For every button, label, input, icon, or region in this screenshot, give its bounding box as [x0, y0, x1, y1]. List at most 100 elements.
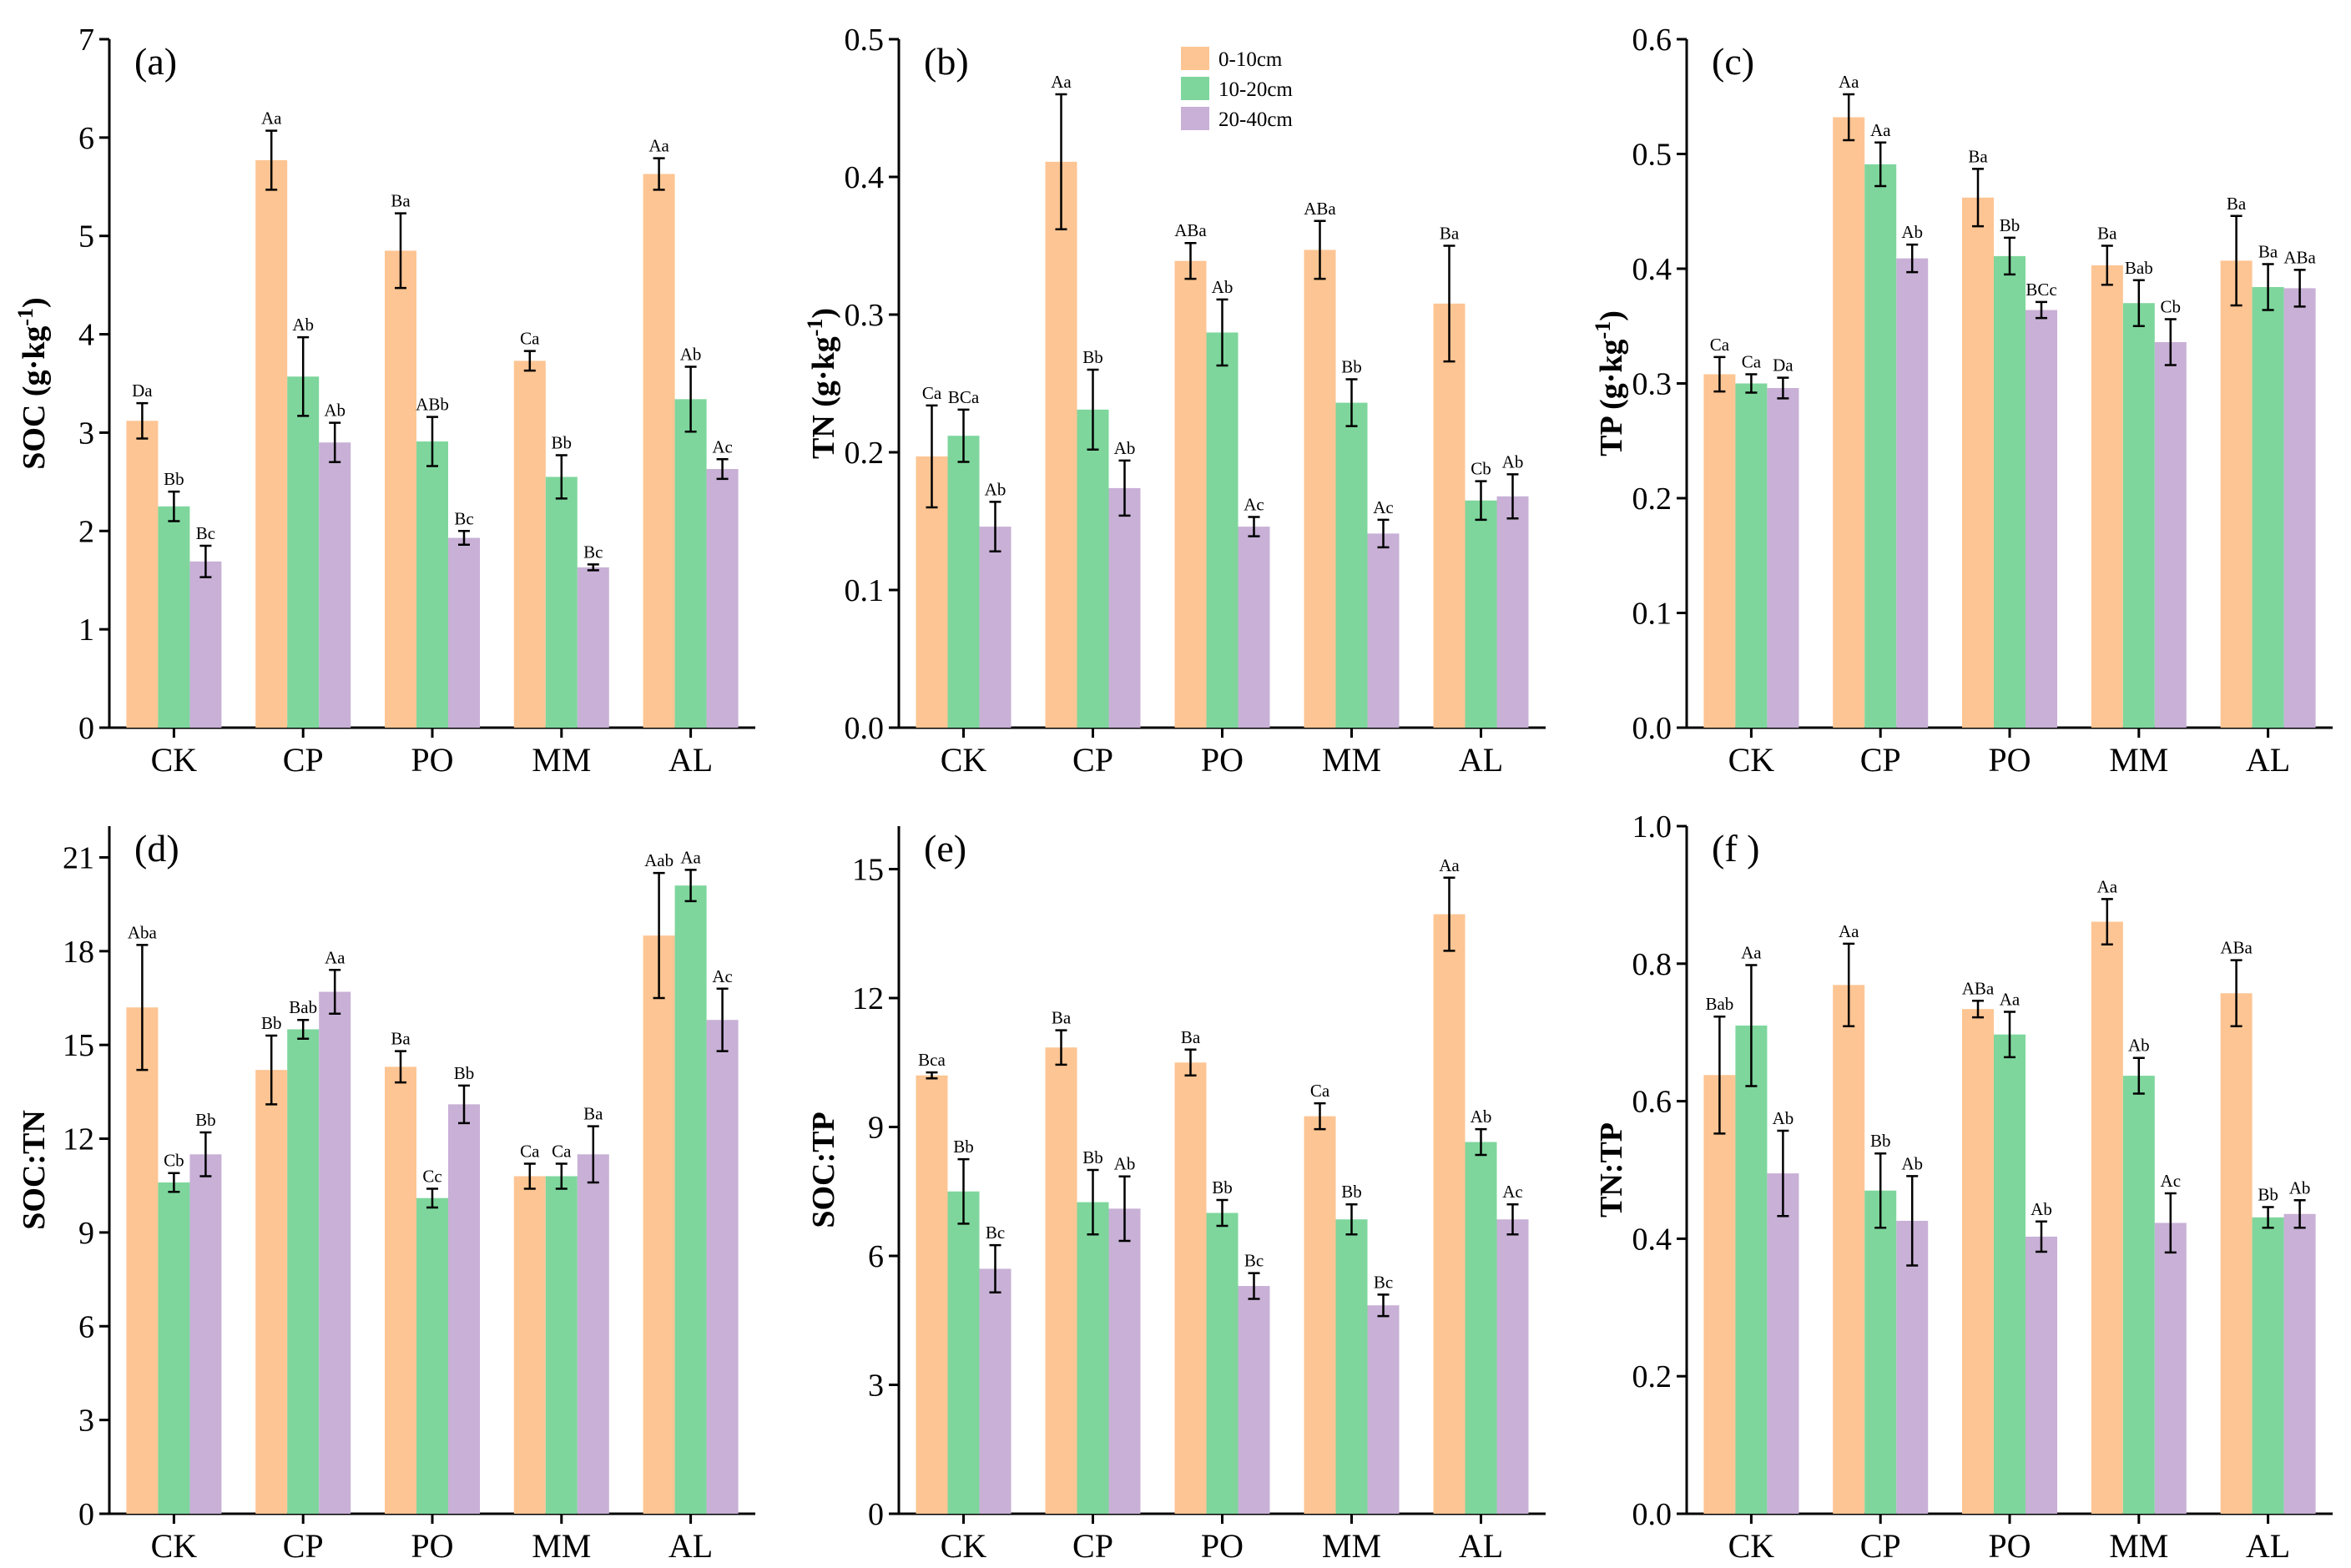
error-bar [1443, 245, 1456, 363]
bar-20-40cm-po [1238, 527, 1270, 728]
error-bar [1906, 243, 1919, 274]
bar-10-20cm-al [2252, 1217, 2284, 1514]
bar-20-40cm-ck [189, 1154, 222, 1514]
bar-20-40cm-mm [577, 567, 609, 728]
bar-0-10cm-mm [2091, 921, 2123, 1514]
bar-10-20cm-mm [545, 1176, 578, 1514]
significance-label: Bb [164, 469, 184, 489]
significance-label: Ab [1114, 1154, 1136, 1174]
x-category-label: AL [2246, 1527, 2290, 1565]
y-tick-label: 0.1 [845, 573, 885, 608]
y-tick-label: 0 [78, 711, 94, 746]
bar-10-20cm-ck [1735, 1025, 1768, 1514]
error-bar [1248, 516, 1260, 537]
bar-10-20cm-al [674, 399, 707, 728]
error-bar [329, 421, 341, 464]
significance-label: ABa [1304, 199, 1336, 219]
bar-20-40cm-mm [2154, 1223, 2187, 1514]
error-bar [136, 944, 149, 1071]
legend-label: 20-40cm [1218, 108, 1293, 131]
y-tick-label: 1.0 [1632, 809, 1672, 845]
significance-label: Aa [1051, 72, 1072, 92]
significance-label: Bb [1870, 1131, 1891, 1151]
error-bar [1087, 1168, 1099, 1236]
error-bar [1506, 1202, 1519, 1236]
error-bar [329, 969, 341, 1015]
y-axis-title: TN (g·kg-1) [803, 308, 841, 459]
error-bar [2293, 1199, 2306, 1229]
y-axis-title: TN:TP [1594, 1122, 1629, 1218]
bar-0-10cm-al [1433, 303, 1466, 728]
error-bar [926, 1071, 938, 1080]
bar-20-40cm-al [1496, 1219, 1529, 1514]
significance-label: ABa [2220, 938, 2253, 958]
x-category-label: CP [1860, 1527, 1901, 1565]
significance-label: Ab [2031, 1199, 2052, 1219]
error-bar [523, 1162, 536, 1190]
error-bar [1314, 219, 1326, 280]
bar-0-10cm-al [1433, 914, 1466, 1514]
error-bar [1184, 1048, 1197, 1076]
bar-0-10cm-ck [126, 421, 159, 728]
y-tick-label: 0.4 [845, 160, 885, 195]
error-bar [2101, 898, 2113, 945]
x-category-label: MM [532, 1527, 591, 1565]
y-tick-label: 18 [63, 935, 94, 970]
significance-label: Ba [1181, 1027, 1201, 1047]
significance-label: Ab [1471, 1107, 1492, 1127]
significance-label: ABb [416, 395, 449, 415]
bar-0-10cm-al [2220, 260, 2253, 728]
significance-label: Aa [2000, 989, 2021, 1009]
significance-label: Ba [391, 1029, 411, 1049]
bar-20-40cm-mm [577, 1154, 609, 1514]
y-tick-label: 0.1 [1632, 597, 1672, 632]
error-bar [555, 1162, 568, 1190]
y-tick-label: 0.6 [1632, 1085, 1672, 1120]
error-bar [684, 869, 697, 903]
error-bar [1345, 1202, 1358, 1236]
bar-0-10cm-ck [1703, 374, 1736, 728]
x-category-label: AL [668, 1527, 713, 1565]
x-category-label: PO [1988, 741, 2031, 779]
significance-label: Bc [454, 508, 473, 528]
significance-label: Ab [1773, 1108, 1794, 1128]
significance-label: BCa [948, 387, 980, 407]
error-bar [2132, 279, 2145, 327]
y-tick-label: 0.0 [1632, 1497, 1672, 1532]
bar-20-40cm-po [448, 1104, 480, 1514]
significance-label: Ab [2289, 1177, 2311, 1197]
significance-label: Ac [2161, 1171, 2182, 1191]
significance-label: Ca [922, 383, 942, 403]
error-bar [2230, 214, 2243, 307]
x-category-label: CK [941, 741, 987, 779]
bar-20-40cm-po [448, 537, 480, 728]
error-bar [716, 458, 729, 481]
significance-label: Ab [2128, 1036, 2150, 1056]
error-bar [587, 1125, 599, 1184]
bar-0-10cm-cp [1045, 161, 1077, 729]
bar-20-40cm-po [2026, 310, 2057, 728]
x-category-label: MM [1322, 741, 1381, 779]
y-tick-label: 0.3 [845, 298, 885, 333]
bar-10-20cm-al [1465, 1142, 1497, 1514]
significance-label: Ba [391, 191, 411, 211]
y-tick-label: 5 [78, 219, 94, 255]
error-bar [1345, 378, 1358, 427]
bar-20-40cm-al [706, 1020, 739, 1514]
significance-label: Ca [520, 1142, 540, 1162]
bar-20-40cm-po [1238, 1286, 1270, 1514]
significance-label: Bc [1244, 1251, 1264, 1271]
error-bar [136, 401, 149, 440]
significance-label: Cb [2161, 297, 2182, 317]
y-axis-title: SOC (g·kg-1) [13, 297, 52, 469]
error-bar [1777, 376, 1789, 400]
x-category-label: AL [1459, 1527, 1503, 1565]
x-category-label: PO [411, 741, 453, 779]
panel-tag: (c) [1712, 40, 1754, 83]
error-bar [1377, 1293, 1390, 1318]
error-bar [1475, 1127, 1487, 1157]
y-tick-label: 0.2 [1632, 1359, 1672, 1394]
significance-label: Bca [918, 1050, 946, 1070]
bar-10-20cm-cp [1077, 1202, 1109, 1514]
x-category-label: MM [2109, 1527, 2168, 1565]
